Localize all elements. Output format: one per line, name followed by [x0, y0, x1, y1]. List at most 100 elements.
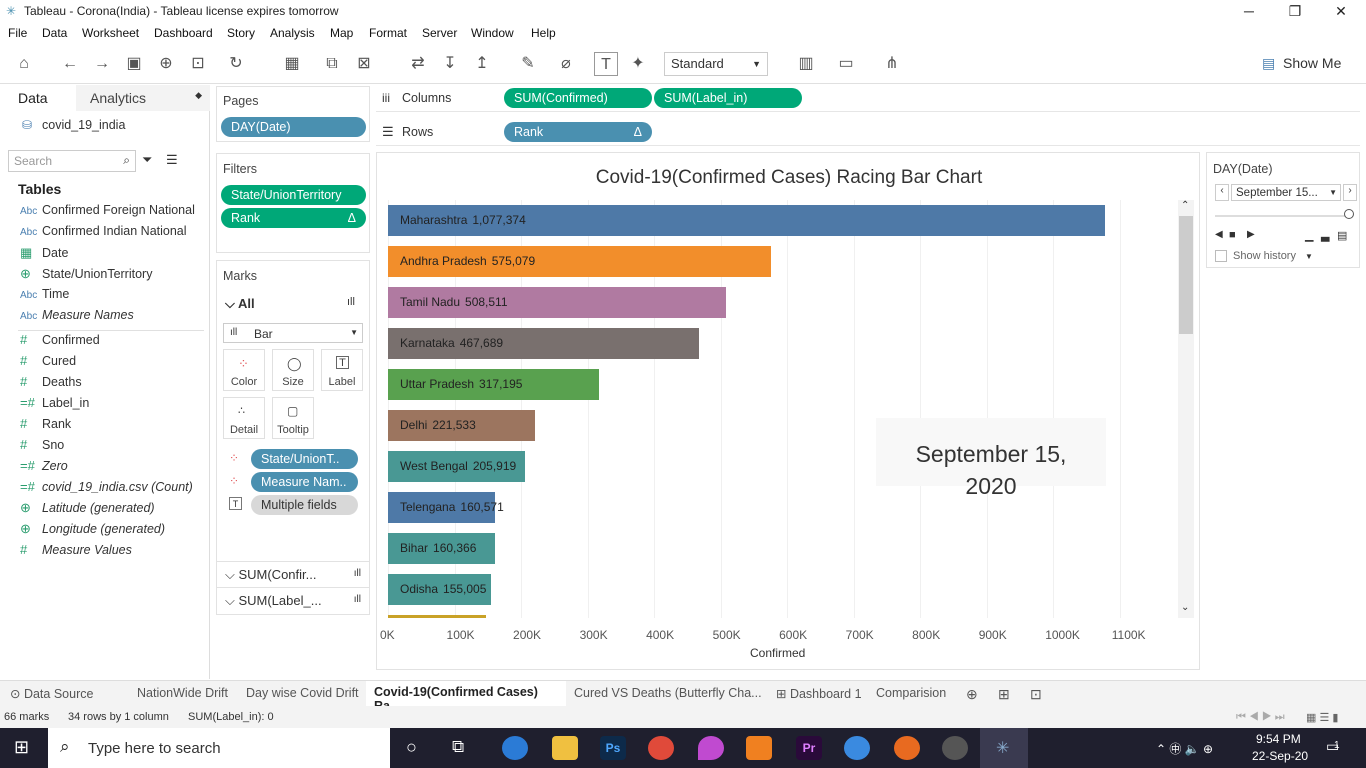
pages-pill-day-date[interactable]: DAY(Date) [221, 117, 366, 137]
play-back-icon[interactable]: ◀ [1215, 229, 1223, 240]
chevron-down-icon[interactable]: ▼ [1305, 252, 1313, 261]
filter-icon[interactable]: ⏷ [142, 152, 153, 167]
marks-section-confirmed[interactable]: ⌵ SUM(Confir... ıll [217, 561, 369, 585]
new-worksheet-icon[interactable]: ▦ [284, 55, 300, 72]
speed-fast-icon[interactable]: ▤ [1337, 230, 1348, 242]
scroll-down-icon[interactable]: ⌄ [1181, 602, 1190, 613]
clock-date[interactable]: 22-Sep-20 [1252, 749, 1309, 763]
bar-uttar-pradesh[interactable] [388, 369, 599, 400]
field-item[interactable]: ⊕ Latitude (generated) [20, 500, 155, 516]
field-item[interactable]: # Measure Values [20, 542, 132, 557]
tab-cured-vs-deaths[interactable]: Cured VS Deaths (Butterfly Cha... [574, 686, 762, 700]
search-input[interactable]: Search ⌕ [8, 150, 136, 172]
datasource-name[interactable]: covid_19_india [42, 118, 126, 132]
bar-andhra-pradesh[interactable] [388, 246, 771, 277]
new-datasource-icon[interactable]: ⊕ [159, 55, 173, 72]
file-explorer-icon[interactable] [552, 736, 578, 760]
field-item[interactable]: # Confirmed [20, 332, 100, 347]
speed-slow-icon[interactable]: ▁ [1305, 230, 1314, 242]
tooltip-button[interactable]: ▢ Tooltip [272, 397, 314, 439]
field-item[interactable]: =# covid_19_india.csv (Count) [20, 479, 193, 494]
menu-file[interactable]: File [8, 26, 28, 40]
field-item[interactable]: Abc Confirmed Foreign National [20, 203, 195, 217]
tab-data[interactable]: Data [0, 85, 76, 111]
field-item[interactable]: Abc Measure Names [20, 308, 134, 322]
menu-server[interactable]: Server [422, 26, 458, 40]
notification-icon[interactable]: ▭ [1326, 738, 1340, 754]
swap-icon[interactable]: ⇄ [411, 55, 425, 72]
pause-updates-icon[interactable]: ⊡ [191, 55, 205, 72]
cortana-icon[interactable]: ○ [406, 737, 417, 757]
clear-sheet-icon[interactable]: ⊠ [357, 55, 371, 72]
new-dashboard-icon[interactable]: ⊞ [998, 686, 1010, 702]
restore-icon[interactable]: ❐ [1288, 3, 1302, 19]
bar-odisha[interactable] [388, 574, 492, 605]
edge-icon[interactable] [502, 736, 528, 760]
close-icon[interactable]: ✕ [1335, 3, 1347, 19]
tab-comparision[interactable]: Comparision [876, 686, 947, 700]
tab-analytics[interactable]: Analytics ◆ [76, 85, 210, 111]
highlight-icon[interactable]: ✎ [521, 55, 535, 72]
menu-window[interactable]: Window [471, 26, 514, 40]
filter-pill-state[interactable]: State/UnionTerritory [221, 185, 366, 205]
presentation-icon[interactable]: ▭ [838, 55, 854, 72]
new-story-icon[interactable]: ⊡ [1030, 686, 1042, 702]
marks-pill-state[interactable]: State/UnionT.. [251, 449, 358, 469]
app-drop-icon[interactable] [698, 736, 724, 760]
menu-story[interactable]: Story [227, 26, 256, 40]
tab-nationwide-drift[interactable]: NationWide Drift [137, 686, 228, 700]
show-me-icon[interactable]: ▤ [1262, 55, 1276, 71]
sort-desc-icon[interactable]: ↥ [475, 55, 489, 72]
color-button[interactable]: ⁘ Color [223, 349, 265, 391]
menu-data[interactable]: Data [42, 26, 68, 40]
bar-telengana[interactable] [388, 492, 495, 523]
group-icon[interactable]: ⌀ [561, 55, 571, 72]
label-button[interactable]: T Label [321, 349, 363, 391]
share-icon[interactable]: ⋔ [885, 55, 899, 72]
detail-button[interactable]: ∴ Detail [223, 397, 265, 439]
chart-scrollbar[interactable]: ⌃ ⌄ [1178, 200, 1194, 618]
menu-help[interactable]: Help [531, 26, 556, 40]
duplicate-icon[interactable]: ⧉ [326, 55, 338, 72]
new-worksheet-icon[interactable]: ⊕ [966, 686, 978, 702]
field-item[interactable]: ▦ Date [20, 245, 68, 261]
undo-icon[interactable]: ← [62, 55, 78, 72]
field-item[interactable]: Abc Confirmed Indian National [20, 224, 187, 238]
save-icon[interactable]: ▣ [126, 55, 142, 72]
field-item[interactable]: Abc Time [20, 287, 69, 301]
field-item[interactable]: # Rank [20, 416, 71, 431]
tableau-taskbar-button[interactable]: ✳ [980, 728, 1028, 768]
chrome-icon[interactable] [648, 736, 674, 760]
scroll-thumb[interactable] [1179, 216, 1193, 334]
tab-dashboard-1[interactable]: ⊞ Dashboard 1 [776, 687, 862, 701]
menu-analysis[interactable]: Analysis [270, 26, 315, 40]
field-item[interactable]: ⊕ State/UnionTerritory [20, 266, 152, 282]
fit-dropdown[interactable]: Standard ▼ [664, 52, 768, 76]
home-icon[interactable]: ⌂ [19, 55, 29, 72]
filter-pill-rank[interactable]: Rank Δ [221, 208, 366, 228]
obs-icon[interactable] [942, 736, 968, 760]
windows-start-icon[interactable]: ⊞ [14, 737, 30, 757]
bar-west-bengal[interactable] [388, 451, 525, 482]
page-slider-track[interactable] [1215, 215, 1349, 217]
mark-type-dropdown[interactable]: ıll Bar ▼ [223, 323, 363, 343]
bar-karnataka[interactable] [388, 328, 700, 359]
next-page-icon[interactable]: › [1343, 184, 1357, 201]
app-ring-icon[interactable] [844, 736, 870, 760]
speed-medium-icon[interactable]: ▃ [1321, 230, 1330, 242]
fix-axes-icon[interactable]: ✦ [631, 55, 645, 72]
show-me-button[interactable]: Show Me [1283, 55, 1342, 71]
scroll-up-icon[interactable]: ⌃ [1181, 200, 1190, 211]
prev-page-icon[interactable]: ‹ [1215, 184, 1229, 201]
refresh-icon[interactable]: ↻ [229, 55, 243, 72]
field-item[interactable]: =# Zero [20, 458, 68, 473]
minimize-icon[interactable]: ─ [1244, 3, 1254, 19]
play-forward-icon[interactable]: ▶ [1247, 229, 1255, 240]
sort-asc-icon[interactable]: ↧ [443, 55, 457, 72]
marks-section-label-in[interactable]: ⌵ SUM(Label_... ıll [217, 587, 369, 611]
field-item[interactable]: # Cured [20, 353, 76, 368]
marks-pill-multiple-fields[interactable]: Multiple fields [251, 495, 358, 515]
view-options-icon[interactable]: ☰ [166, 152, 178, 167]
photoshop-icon[interactable]: Ps [600, 736, 626, 760]
stop-icon[interactable]: ■ [1229, 229, 1236, 241]
